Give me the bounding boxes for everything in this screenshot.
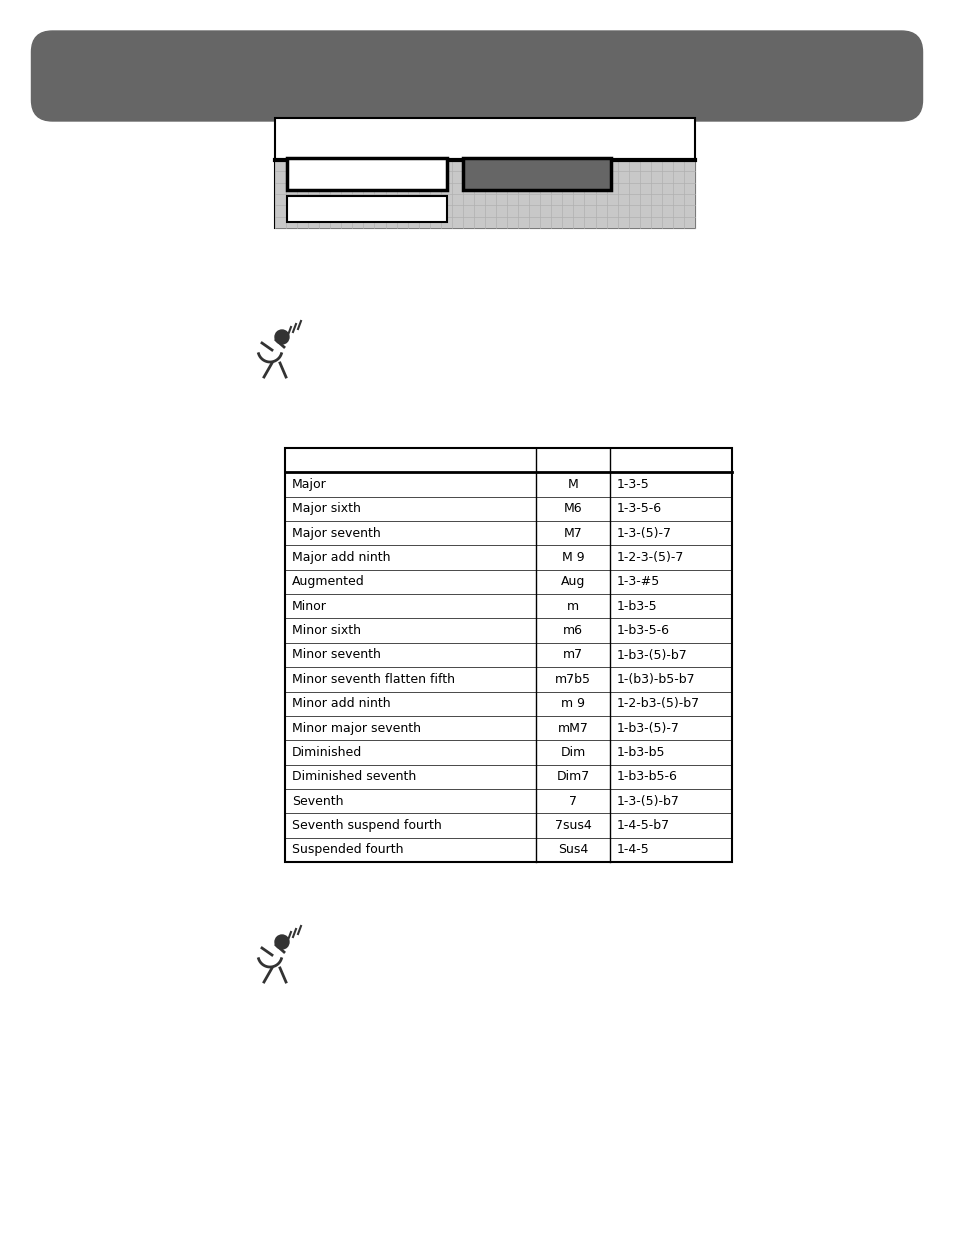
Text: 1-(b3)-b5-b7: 1-(b3)-b5-b7 [617, 673, 695, 685]
Text: 1-3-5-6: 1-3-5-6 [617, 503, 661, 515]
Text: m 9: m 9 [560, 698, 584, 710]
Text: Major add ninth: Major add ninth [292, 551, 390, 564]
Bar [274, 159, 695, 228]
Text: M7: M7 [563, 527, 581, 540]
Text: 1-4-5: 1-4-5 [617, 844, 649, 856]
Text: Aug: Aug [560, 576, 584, 588]
Text: Dim: Dim [559, 746, 585, 760]
Text: Suspended fourth: Suspended fourth [292, 844, 403, 856]
Text: Minor sixth: Minor sixth [292, 624, 360, 637]
Bar [274, 119, 695, 228]
Text: m6: m6 [562, 624, 582, 637]
Text: M6: M6 [563, 503, 581, 515]
Text: Major: Major [292, 478, 327, 492]
Text: Major seventh: Major seventh [292, 527, 380, 540]
Text: Minor major seventh: Minor major seventh [292, 721, 420, 735]
Text: Major sixth: Major sixth [292, 503, 360, 515]
Text: 1-2-b3-(5)-b7: 1-2-b3-(5)-b7 [617, 698, 700, 710]
Text: 1-b3-(5)-b7: 1-b3-(5)-b7 [617, 648, 687, 662]
Text: 1-3-#5: 1-3-#5 [617, 576, 659, 588]
Text: Minor seventh: Minor seventh [292, 648, 380, 662]
Text: 1-b3-5: 1-b3-5 [617, 600, 657, 613]
Text: 1-3-(5)-b7: 1-3-(5)-b7 [617, 794, 679, 808]
Text: 1-3-5: 1-3-5 [617, 478, 649, 492]
Text: 7: 7 [568, 794, 577, 808]
Text: Augmented: Augmented [292, 576, 364, 588]
Text: Diminished: Diminished [292, 746, 362, 760]
Text: Minor: Minor [292, 600, 327, 613]
Text: 1-b3-5-6: 1-b3-5-6 [617, 624, 669, 637]
Bar [285, 448, 731, 862]
Bar [287, 196, 447, 222]
Circle shape [274, 330, 289, 345]
Text: Minor seventh flatten fifth: Minor seventh flatten fifth [292, 673, 455, 685]
Text: 1-2-3-(5)-7: 1-2-3-(5)-7 [617, 551, 683, 564]
Text: m7b5: m7b5 [555, 673, 590, 685]
Text: 1-4-5-b7: 1-4-5-b7 [617, 819, 669, 832]
Bar [462, 158, 610, 190]
Text: Seventh suspend fourth: Seventh suspend fourth [292, 819, 441, 832]
Text: mM7: mM7 [557, 721, 588, 735]
Text: m7: m7 [562, 648, 582, 662]
Text: M: M [567, 478, 578, 492]
Text: 1-b3-(5)-7: 1-b3-(5)-7 [617, 721, 679, 735]
Bar [287, 158, 447, 190]
Text: Minor add ninth: Minor add ninth [292, 698, 390, 710]
Text: Seventh: Seventh [292, 794, 343, 808]
Circle shape [274, 935, 289, 948]
Text: Dim7: Dim7 [556, 771, 589, 783]
Text: m: m [566, 600, 578, 613]
Text: 1-b3-b5: 1-b3-b5 [617, 746, 665, 760]
Text: M 9: M 9 [561, 551, 583, 564]
FancyBboxPatch shape [31, 31, 922, 121]
Text: Sus4: Sus4 [558, 844, 587, 856]
Text: 1-3-(5)-7: 1-3-(5)-7 [617, 527, 671, 540]
Text: Diminished seventh: Diminished seventh [292, 771, 416, 783]
Text: 7sus4: 7sus4 [554, 819, 591, 832]
Text: 1-b3-b5-6: 1-b3-b5-6 [617, 771, 678, 783]
